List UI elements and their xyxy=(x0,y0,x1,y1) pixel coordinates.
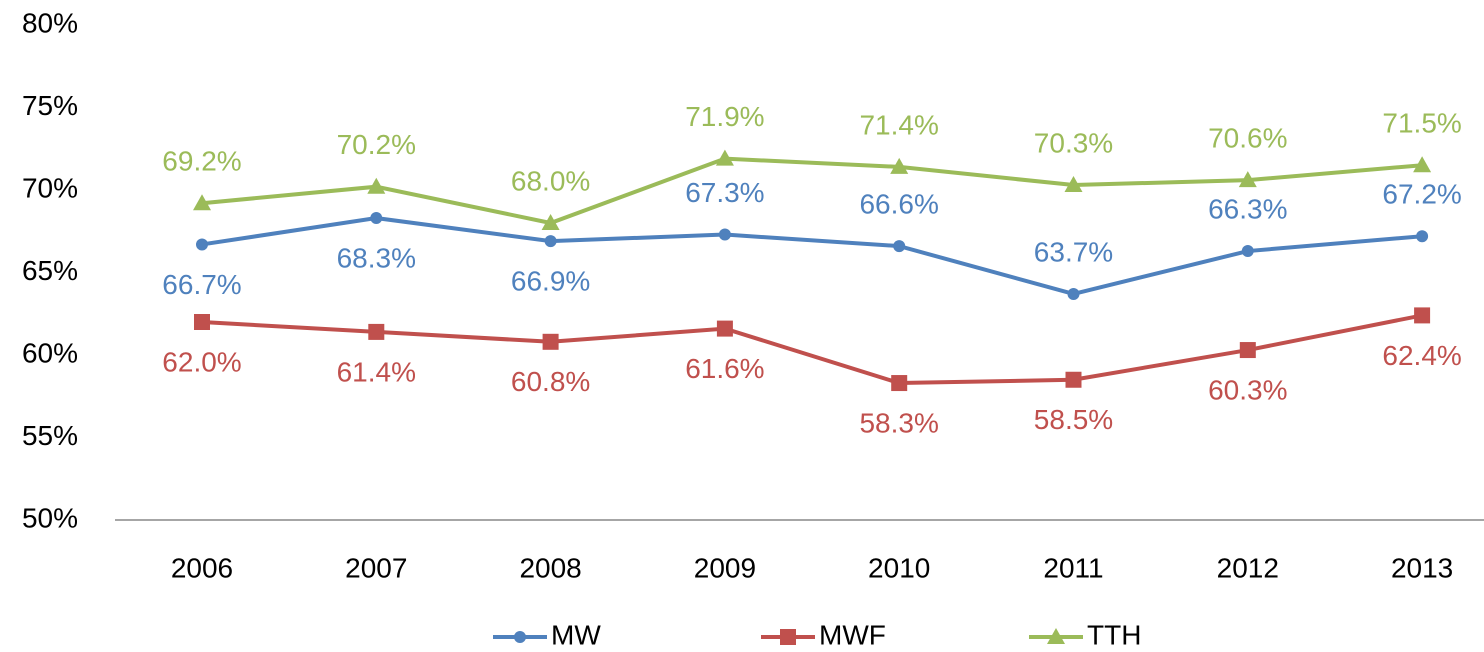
data-label: 61.4% xyxy=(337,356,416,387)
marker xyxy=(541,214,560,230)
marker xyxy=(718,228,731,241)
marker xyxy=(891,375,908,392)
data-label: 71.9% xyxy=(685,101,764,132)
data-label: 60.8% xyxy=(511,366,590,397)
y-tick-label: 75% xyxy=(22,90,78,121)
marker xyxy=(1064,176,1083,193)
marker xyxy=(544,235,557,248)
data-label: 62.0% xyxy=(162,346,241,377)
marker xyxy=(542,333,559,350)
marker xyxy=(1241,245,1254,258)
data-label: 68.3% xyxy=(337,242,416,273)
data-label: 62.4% xyxy=(1382,340,1461,371)
data-label: 66.7% xyxy=(162,269,241,300)
marker xyxy=(1047,628,1065,644)
marker xyxy=(893,240,906,253)
marker xyxy=(1067,287,1080,300)
x-tick-label: 2010 xyxy=(868,552,930,583)
marker xyxy=(196,238,208,251)
data-label: 58.3% xyxy=(859,407,938,438)
marker xyxy=(1413,156,1432,173)
marker xyxy=(514,631,526,643)
marker xyxy=(780,629,796,645)
y-tick-label: 70% xyxy=(22,172,78,203)
x-tick-label: 2011 xyxy=(1043,552,1103,583)
x-tick-label: 2006 xyxy=(171,552,233,583)
x-tick-label: 2007 xyxy=(345,552,407,583)
data-label: 66.9% xyxy=(511,266,590,297)
y-tick-label: 55% xyxy=(22,420,78,451)
data-label: 68.0% xyxy=(511,165,590,196)
marker xyxy=(1239,342,1256,359)
data-label: 67.2% xyxy=(1382,179,1461,210)
y-tick-label: 60% xyxy=(22,337,78,368)
data-label: 63.7% xyxy=(1034,236,1113,267)
marker xyxy=(193,194,211,211)
marker xyxy=(1416,230,1429,243)
series-line xyxy=(201,216,1423,297)
marker xyxy=(716,320,733,337)
data-label: 71.4% xyxy=(859,109,938,140)
series-line xyxy=(201,156,1423,226)
y-tick-label: 65% xyxy=(22,255,78,286)
data-label: 58.5% xyxy=(1034,404,1113,435)
data-label: 70.2% xyxy=(337,129,416,160)
marker xyxy=(370,212,383,225)
marker xyxy=(890,157,909,174)
legend-label: TTH xyxy=(1087,619,1141,650)
marker xyxy=(1238,171,1257,188)
marker xyxy=(1065,371,1082,388)
marker xyxy=(194,314,210,330)
data-label: 67.3% xyxy=(685,177,764,208)
x-tick-label: 2013 xyxy=(1391,552,1453,583)
data-label: 66.3% xyxy=(1208,193,1287,224)
data-label: 70.6% xyxy=(1208,122,1287,153)
data-label: 66.6% xyxy=(859,188,938,219)
data-label: 70.3% xyxy=(1034,127,1113,158)
marker xyxy=(368,323,385,340)
data-label: 60.3% xyxy=(1208,374,1287,405)
data-label: 61.6% xyxy=(685,353,764,384)
series-line xyxy=(201,313,1423,386)
marker xyxy=(715,149,734,166)
x-tick-label: 2009 xyxy=(694,552,756,583)
y-tick-label: 50% xyxy=(22,502,78,533)
legend-label: MWF xyxy=(819,619,886,650)
x-tick-label: 2008 xyxy=(519,552,581,583)
marker xyxy=(1414,307,1431,324)
marker xyxy=(367,177,386,194)
y-tick-label: 80% xyxy=(22,7,78,38)
x-tick-label: 2012 xyxy=(1217,552,1279,583)
data-label: 69.2% xyxy=(162,146,241,177)
legend-label: MW xyxy=(551,619,601,650)
data-label: 71.5% xyxy=(1382,108,1461,139)
